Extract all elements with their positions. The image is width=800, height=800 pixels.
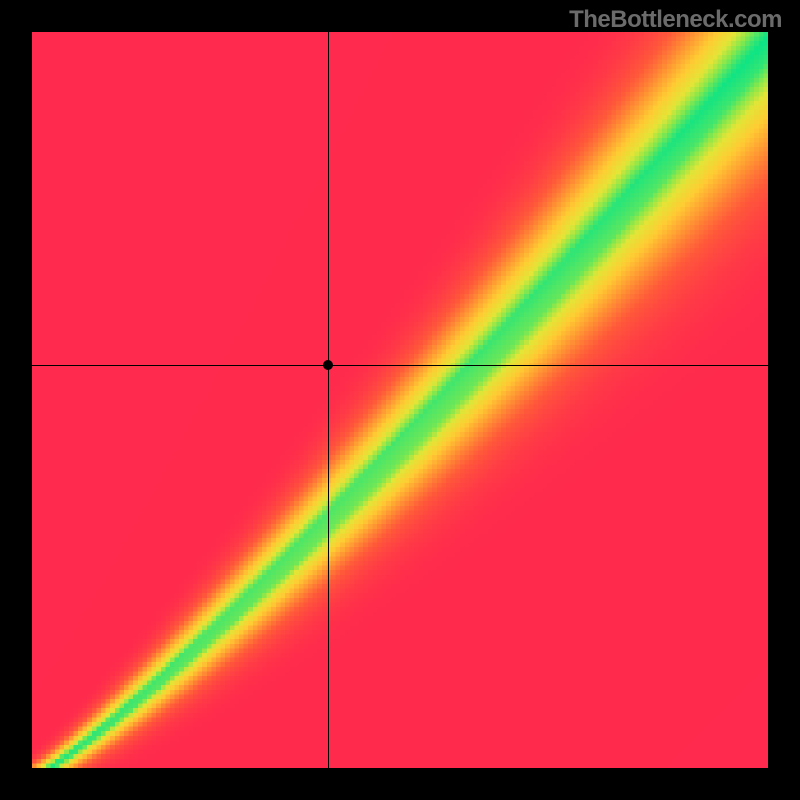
watermark-text: TheBottleneck.com — [569, 6, 782, 34]
bottleneck-heatmap — [32, 32, 768, 768]
chart-container: { "watermark": { "text": "TheBottleneck.… — [0, 0, 800, 800]
crosshair-vertical — [328, 32, 329, 768]
crosshair-horizontal — [32, 365, 768, 366]
crosshair-marker — [323, 360, 333, 370]
